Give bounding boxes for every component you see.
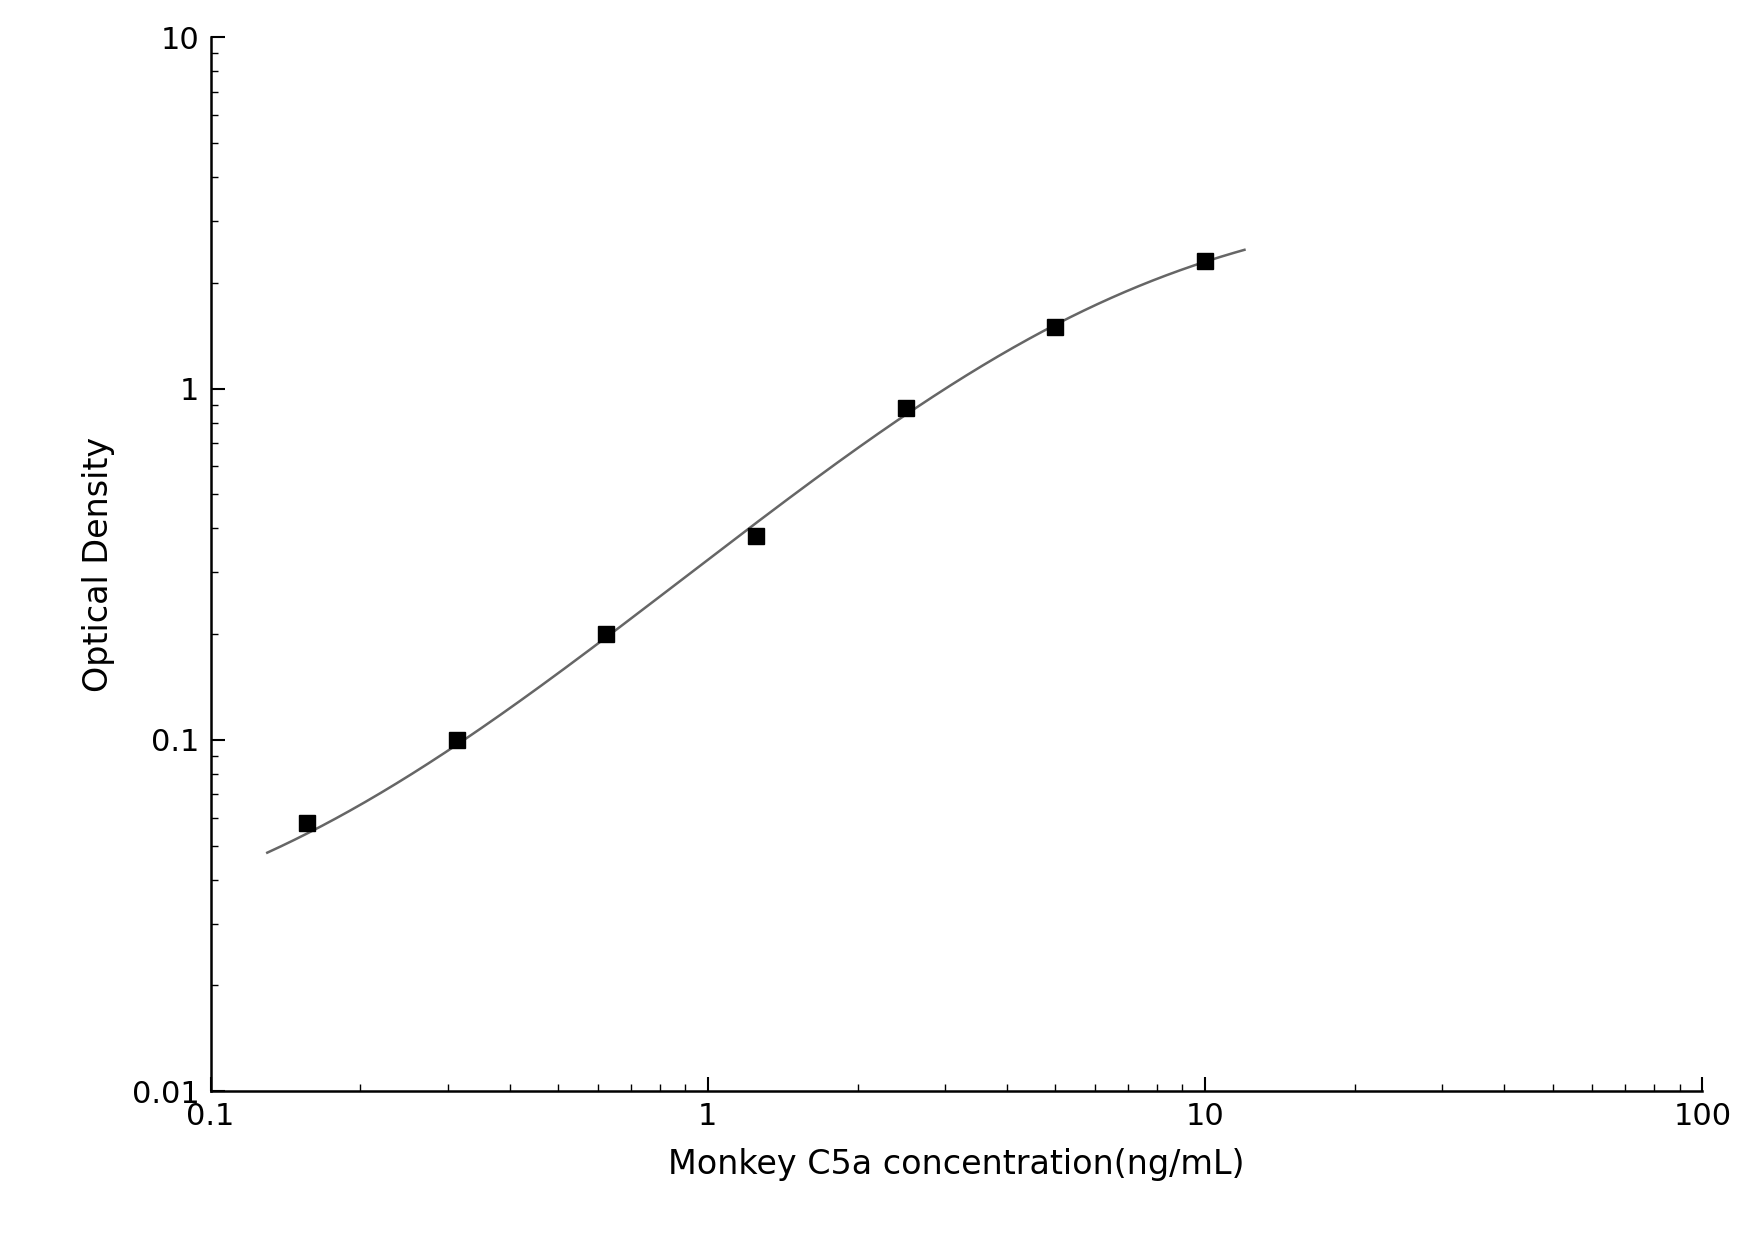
Y-axis label: Optical Density: Optical Density xyxy=(82,436,116,692)
X-axis label: Monkey C5a concentration(ng/mL): Monkey C5a concentration(ng/mL) xyxy=(669,1148,1244,1180)
